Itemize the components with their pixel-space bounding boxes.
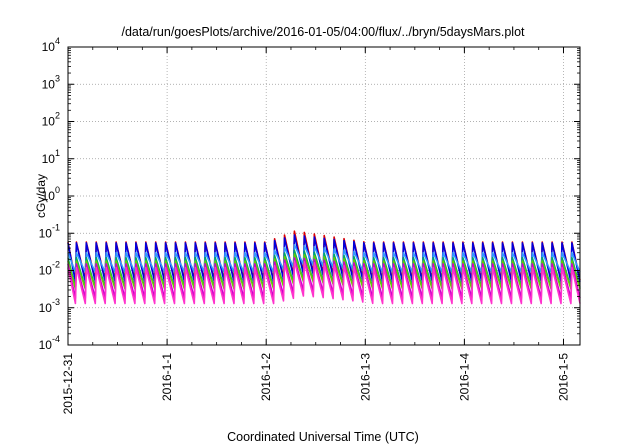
y-tick-label: 10-3 [39, 297, 60, 315]
series-line [67, 260, 581, 305]
chart-title: /data/run/goesPlots/archive/2016-01-05/0… [121, 25, 525, 39]
ticks [67, 46, 580, 346]
x-tick-label: 2016-1-4 [457, 353, 471, 401]
series-layer [67, 230, 581, 305]
y-tick-exponent: -4 [52, 334, 60, 344]
y-tick-exponent: 4 [55, 36, 60, 46]
y-tick-label: 103 [42, 73, 60, 91]
y-tick-base: 10 [42, 152, 56, 166]
y-tick-label: 100 [42, 185, 60, 203]
y-tick-label: 10-4 [39, 334, 60, 352]
y-tick-exponent: -1 [52, 222, 60, 232]
y-tick-base: 10 [39, 338, 53, 352]
y-tick-label: 10-2 [39, 260, 60, 278]
y-tick-label: 101 [42, 148, 60, 166]
y-tick-label: 104 [42, 36, 60, 54]
y-tick-base: 10 [42, 77, 56, 91]
y-tick-exponent: 0 [55, 185, 60, 195]
y-axis-label: cGy/day [34, 174, 48, 218]
y-tick-exponent: -3 [52, 297, 60, 307]
y-tick-base: 10 [39, 264, 53, 278]
y-tick-base: 10 [42, 40, 56, 54]
x-tick-label: 2016-1-1 [160, 353, 174, 401]
x-tick-label: 2016-1-5 [556, 353, 570, 401]
y-tick-exponent: 1 [55, 148, 60, 158]
y-tick-label: 102 [42, 111, 60, 129]
x-tick-label: 2016-1-3 [358, 353, 372, 401]
y-tick-label: 10-1 [39, 222, 60, 240]
y-tick-base: 10 [39, 226, 53, 240]
x-tick-label: 2015-12-31 [61, 353, 75, 415]
x-axis-label: Coordinated Universal Time (UTC) [227, 430, 419, 444]
x-tick-labels: 2015-12-31 2016-1-1 2016-1-2 2016-1-3 2016-1… [61, 353, 570, 415]
x-tick-label: 2016-1-2 [259, 353, 273, 401]
y-tick-exponent: 3 [55, 73, 60, 83]
y-tick-exponent: 2 [55, 111, 60, 121]
y-tick-exponent: -2 [52, 260, 60, 270]
y-tick-base: 10 [42, 115, 56, 129]
y-tick-base: 10 [42, 189, 56, 203]
y-tick-base: 10 [39, 301, 53, 315]
